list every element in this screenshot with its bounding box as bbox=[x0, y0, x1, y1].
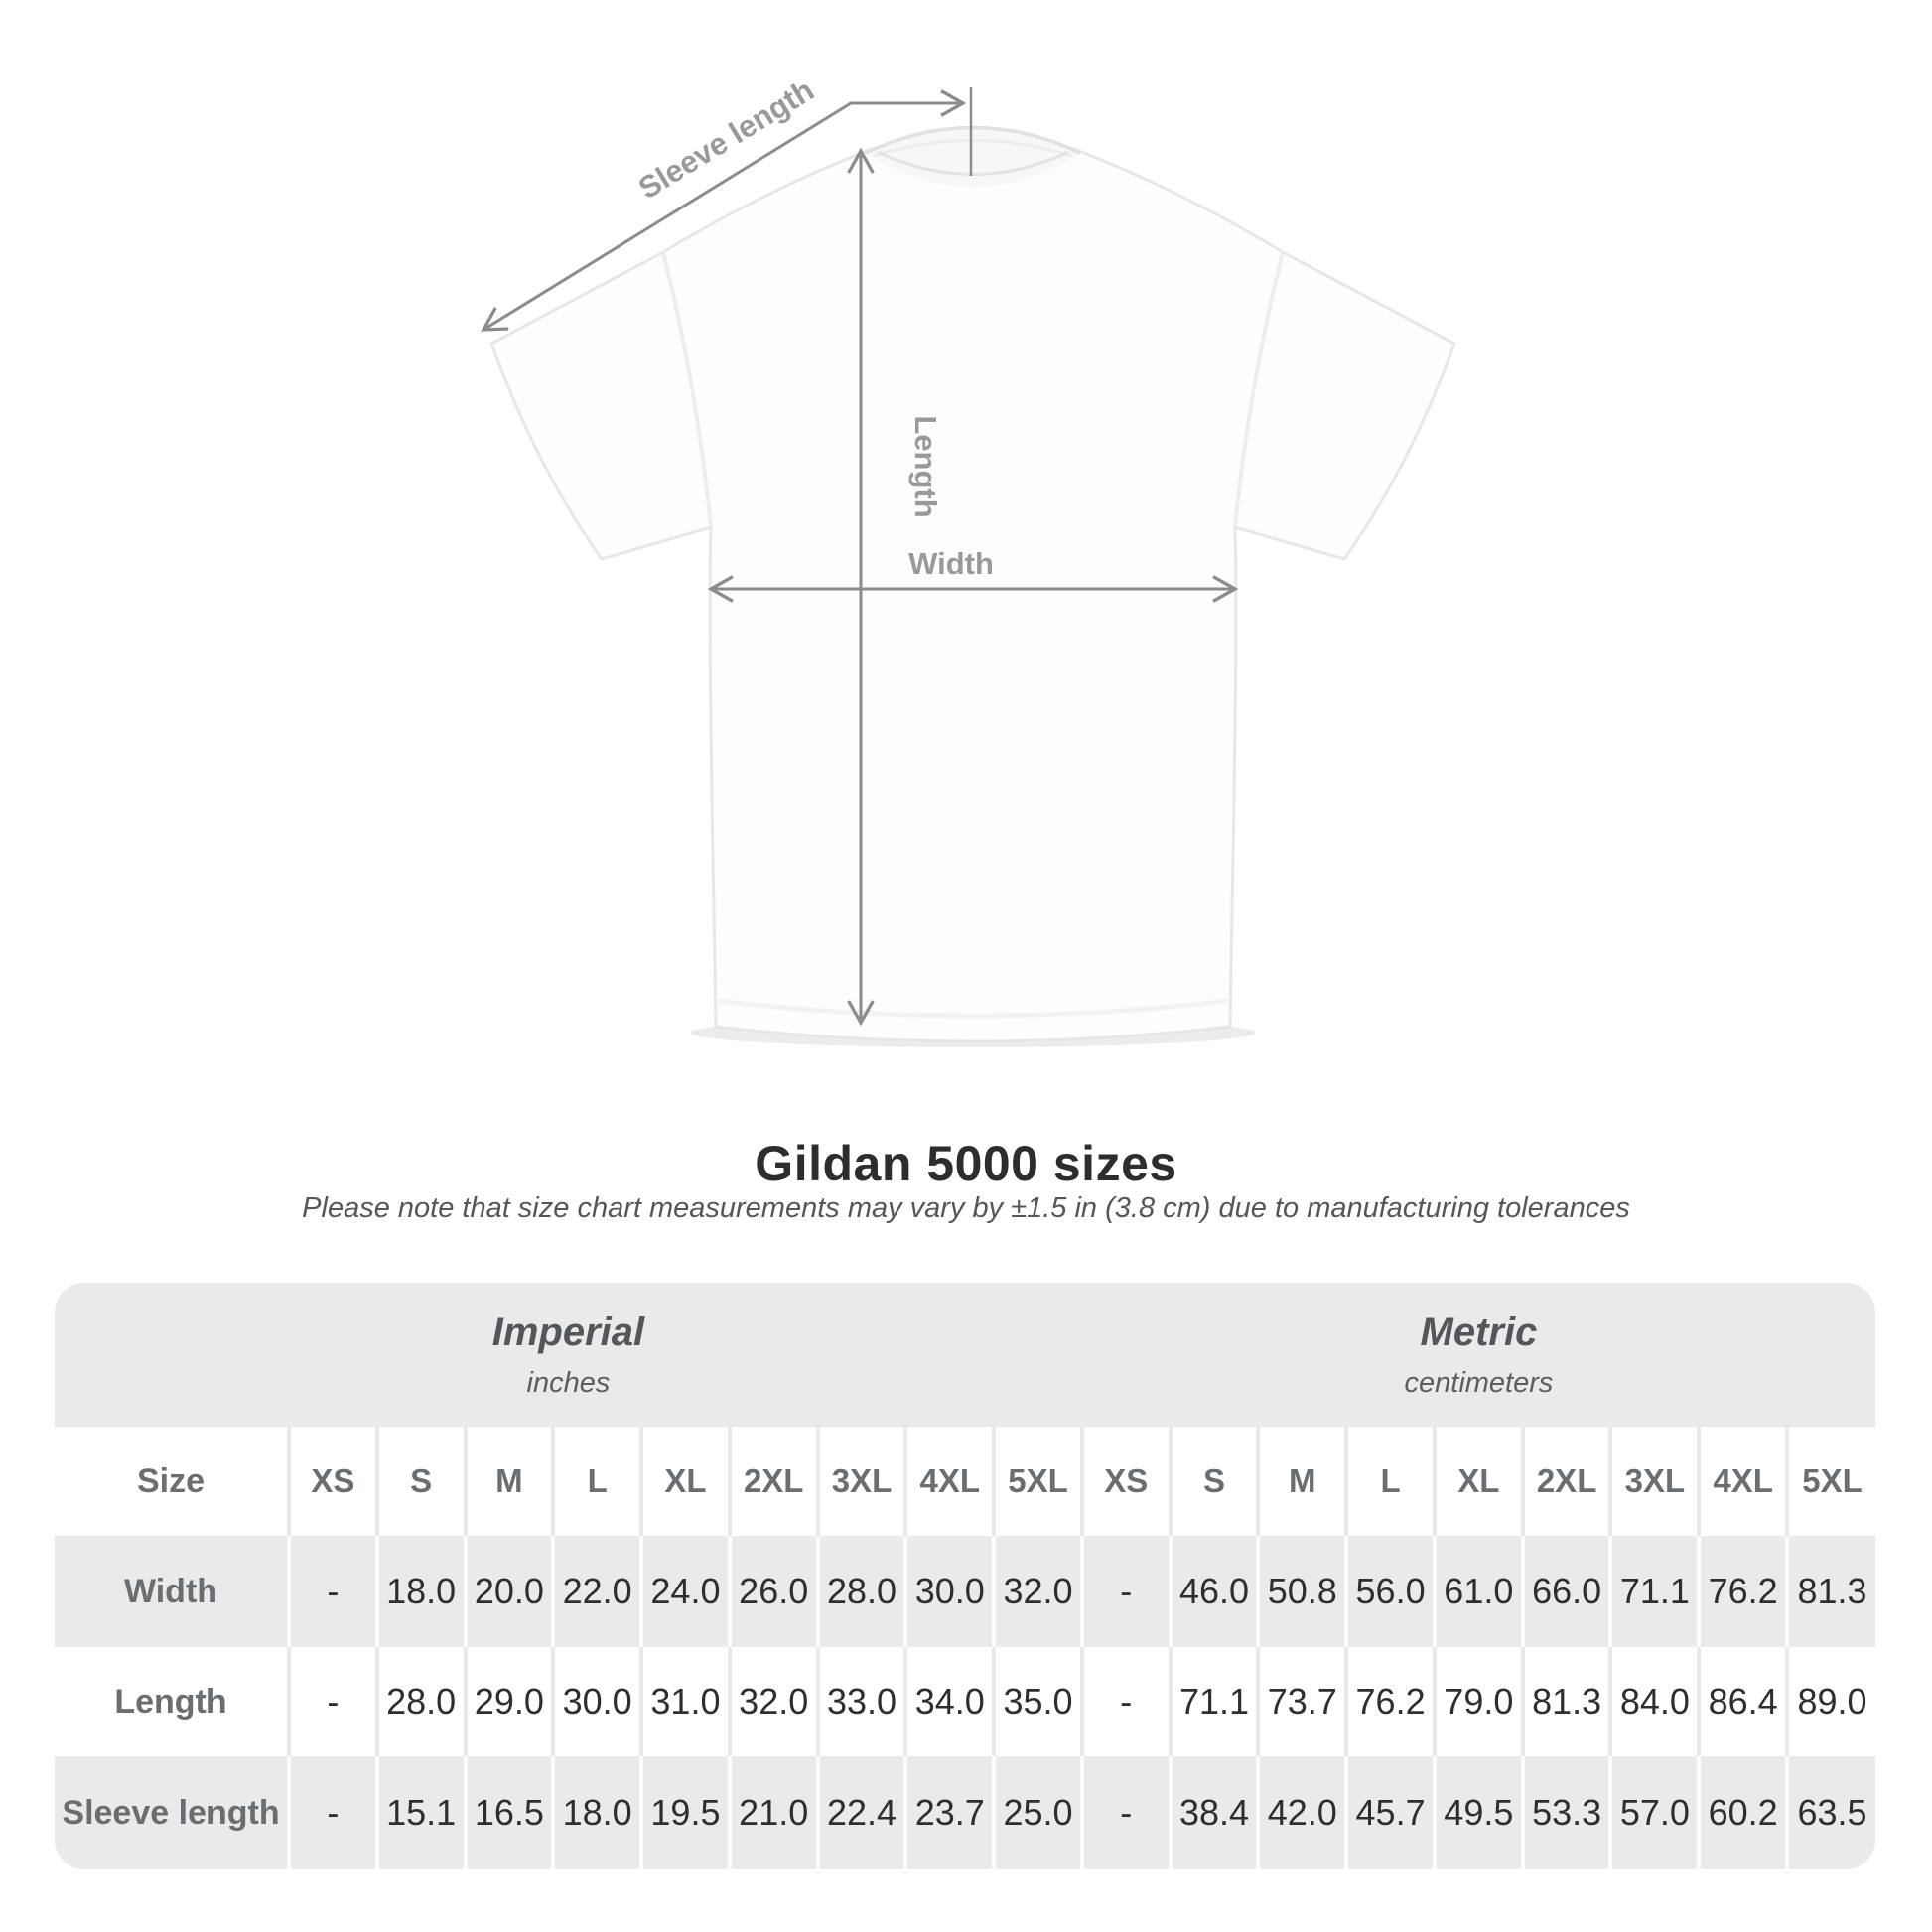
length-imp-s: 28.0 bbox=[374, 1647, 466, 1756]
size-header-imp-5xl: 5XL bbox=[992, 1427, 1082, 1536]
metric-group-unit: centimeters bbox=[1404, 1366, 1554, 1399]
width-met-5xl: 81.3 bbox=[1785, 1536, 1875, 1647]
width-met-3xl: 71.1 bbox=[1608, 1536, 1700, 1647]
metric-group-name: Metric bbox=[1420, 1310, 1538, 1354]
width-label: Width bbox=[908, 546, 994, 581]
size-header-met-4xl: 4XL bbox=[1697, 1427, 1788, 1536]
width-row: Width - 18.0 20.0 22.0 24.0 26.0 28.0 30… bbox=[55, 1536, 1875, 1647]
length-imp-4xl: 34.0 bbox=[903, 1647, 995, 1756]
unit-group-row: Imperial inches Metric centimeters bbox=[55, 1283, 1875, 1427]
width-met-s: 46.0 bbox=[1168, 1536, 1259, 1647]
length-imp-xs: - bbox=[287, 1647, 377, 1756]
length-met-4xl: 86.4 bbox=[1697, 1647, 1788, 1756]
width-imp-2xl: 26.0 bbox=[727, 1536, 818, 1647]
sleeve-imp-3xl: 22.4 bbox=[815, 1756, 906, 1869]
size-header-row: Size XS S M L XL 2XL 3XL 4XL 5XL XS S M … bbox=[55, 1427, 1875, 1536]
size-header-imp-xs: XS bbox=[287, 1427, 377, 1536]
sleeve-imp-xl: 19.5 bbox=[639, 1756, 730, 1869]
length-imp-5xl: 35.0 bbox=[992, 1647, 1082, 1756]
width-imp-3xl: 28.0 bbox=[815, 1536, 906, 1647]
sleeve-length-row: Sleeve length - 15.1 16.5 18.0 19.5 21.0… bbox=[55, 1756, 1875, 1869]
size-column-header: Size bbox=[136, 1461, 206, 1500]
sleeve-met-m: 42.0 bbox=[1256, 1756, 1347, 1869]
length-label: Length bbox=[908, 415, 943, 517]
metric-group-header: Metric centimeters bbox=[1082, 1283, 1875, 1427]
width-met-m: 50.8 bbox=[1256, 1536, 1347, 1647]
size-table-grid: Imperial inches Metric centimeters Size … bbox=[55, 1283, 1875, 1869]
tshirt-diagram: Sleeve length Length Width bbox=[481, 72, 1456, 1047]
size-chart-table: Imperial inches Metric centimeters Size … bbox=[55, 1283, 1875, 1869]
size-header-imp-l: L bbox=[551, 1427, 642, 1536]
width-met-xl: 61.0 bbox=[1432, 1536, 1523, 1647]
sleeve-imp-5xl: 25.0 bbox=[992, 1756, 1082, 1869]
size-header-imp-4xl: 4XL bbox=[903, 1427, 995, 1536]
size-header-met-2xl: 2XL bbox=[1520, 1427, 1611, 1536]
width-imp-5xl: 32.0 bbox=[992, 1536, 1082, 1647]
sleeve-met-2xl: 53.3 bbox=[1520, 1756, 1611, 1869]
width-imp-s: 18.0 bbox=[374, 1536, 466, 1647]
sleeve-imp-2xl: 21.0 bbox=[727, 1756, 818, 1869]
imperial-group-unit: inches bbox=[526, 1366, 611, 1399]
length-met-3xl: 84.0 bbox=[1608, 1647, 1700, 1756]
sleeve-length-arrow bbox=[481, 89, 967, 332]
size-header-met-5xl: 5XL bbox=[1785, 1427, 1875, 1536]
length-met-2xl: 81.3 bbox=[1520, 1647, 1611, 1756]
length-row: Length - 28.0 29.0 30.0 31.0 32.0 33.0 3… bbox=[55, 1647, 1875, 1756]
sleeve-met-s: 38.4 bbox=[1168, 1756, 1259, 1869]
width-imp-xs: - bbox=[287, 1536, 377, 1647]
width-met-4xl: 76.2 bbox=[1697, 1536, 1788, 1647]
length-met-xl: 79.0 bbox=[1432, 1647, 1523, 1756]
size-header-met-l: L bbox=[1344, 1427, 1435, 1536]
width-row-label: Width bbox=[123, 1572, 218, 1610]
width-imp-l: 22.0 bbox=[551, 1536, 642, 1647]
sleeve-met-3xl: 57.0 bbox=[1608, 1756, 1700, 1869]
page-subtitle: Please note that size chart measurements… bbox=[302, 1192, 1630, 1224]
sleeve-met-xs: - bbox=[1079, 1756, 1171, 1869]
length-met-m: 73.7 bbox=[1256, 1647, 1347, 1756]
length-imp-l: 30.0 bbox=[551, 1647, 642, 1756]
length-met-xs: - bbox=[1079, 1647, 1171, 1756]
width-imp-4xl: 30.0 bbox=[903, 1536, 995, 1647]
imperial-group-name: Imperial bbox=[491, 1310, 645, 1354]
size-header-met-xs: XS bbox=[1079, 1427, 1171, 1536]
sleeve-imp-xs: - bbox=[287, 1756, 377, 1869]
sleeve-imp-m: 16.5 bbox=[463, 1756, 554, 1869]
length-row-label: Length bbox=[114, 1682, 227, 1721]
width-met-2xl: 66.0 bbox=[1520, 1536, 1611, 1647]
sleeve-row-label: Sleeve length bbox=[62, 1793, 280, 1832]
size-header-met-3xl: 3XL bbox=[1608, 1427, 1700, 1536]
right-sleeve-seam bbox=[1233, 251, 1285, 528]
size-header-met-m: M bbox=[1256, 1427, 1347, 1536]
width-met-xs: - bbox=[1079, 1536, 1171, 1647]
sleeve-imp-l: 18.0 bbox=[551, 1756, 642, 1869]
length-met-l: 76.2 bbox=[1344, 1647, 1435, 1756]
length-imp-m: 29.0 bbox=[463, 1647, 554, 1756]
hem-stitch bbox=[717, 998, 1229, 1019]
length-met-s: 71.1 bbox=[1168, 1647, 1259, 1756]
sleeve-met-xl: 49.5 bbox=[1432, 1756, 1523, 1869]
size-header-imp-2xl: 2XL bbox=[727, 1427, 818, 1536]
size-header-met-xl: XL bbox=[1432, 1427, 1523, 1536]
length-imp-3xl: 33.0 bbox=[815, 1647, 906, 1756]
sleeve-met-5xl: 63.5 bbox=[1785, 1756, 1875, 1869]
sleeve-imp-4xl: 23.7 bbox=[903, 1756, 995, 1869]
size-header-imp-3xl: 3XL bbox=[815, 1427, 906, 1536]
sleeve-met-4xl: 60.2 bbox=[1697, 1756, 1788, 1869]
size-header-imp-m: M bbox=[463, 1427, 554, 1536]
size-header-imp-xl: XL bbox=[639, 1427, 730, 1536]
size-header-met-s: S bbox=[1168, 1427, 1259, 1536]
size-header-imp-s: S bbox=[374, 1427, 466, 1536]
width-met-l: 56.0 bbox=[1344, 1536, 1435, 1647]
imperial-group-header: Imperial inches bbox=[55, 1283, 1082, 1427]
length-met-5xl: 89.0 bbox=[1785, 1647, 1875, 1756]
length-imp-xl: 31.0 bbox=[639, 1647, 730, 1756]
tshirt-body bbox=[489, 147, 1456, 1043]
sleeve-met-l: 45.7 bbox=[1344, 1756, 1435, 1869]
width-imp-m: 20.0 bbox=[463, 1536, 554, 1647]
sleeve-imp-s: 15.1 bbox=[374, 1756, 466, 1869]
width-imp-xl: 24.0 bbox=[639, 1536, 730, 1647]
length-imp-2xl: 32.0 bbox=[727, 1647, 818, 1756]
page-title: Gildan 5000 sizes bbox=[755, 1136, 1177, 1191]
